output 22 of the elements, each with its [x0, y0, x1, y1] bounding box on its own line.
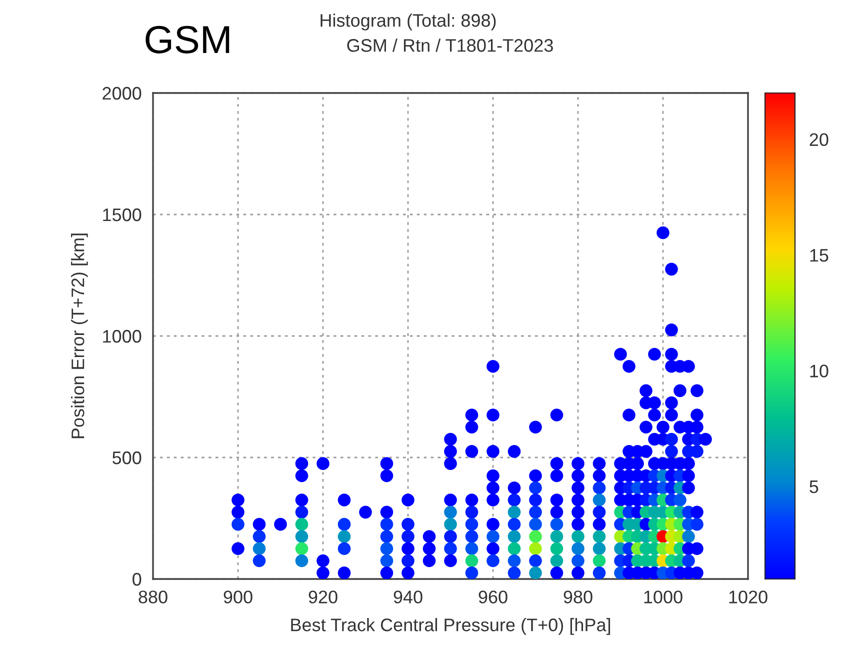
y-tick-label: 1500	[103, 208, 142, 222]
chart-title: Histogram (Total: 898)	[320, 14, 496, 30]
y-tick-label: 500	[112, 451, 142, 464]
y-tick-label: 2000	[102, 86, 142, 100]
text: GSM	[146, 26, 230, 54]
y-axis-title: Position Error (T+72) [km]	[71, 234, 88, 438]
color-bar-label: 5	[810, 480, 818, 494]
x-axis-title: Best Track Central Pressure (T+0) [hPa]	[291, 618, 610, 635]
color-bar-label: 15	[810, 249, 828, 262]
y-tick-label: 0	[132, 572, 142, 586]
x-tick-label: 960	[478, 590, 508, 604]
y-tick-label: 1000	[103, 330, 142, 343]
x-tick-label: 1020	[729, 590, 768, 604]
color-bar-label: 20	[810, 133, 828, 146]
x-tick-label: 940	[394, 590, 422, 604]
x-tick-label: 980	[564, 590, 592, 604]
color-bar-label: 10	[810, 364, 828, 378]
x-tick-label: 1000	[644, 590, 682, 604]
x-tick-label: 900	[224, 590, 252, 604]
x-tick-label: 880	[138, 590, 168, 604]
chart-subtitle: GSM / Rtn / T1801-T2023	[347, 38, 553, 52]
x-tick-label: 920	[308, 590, 338, 604]
